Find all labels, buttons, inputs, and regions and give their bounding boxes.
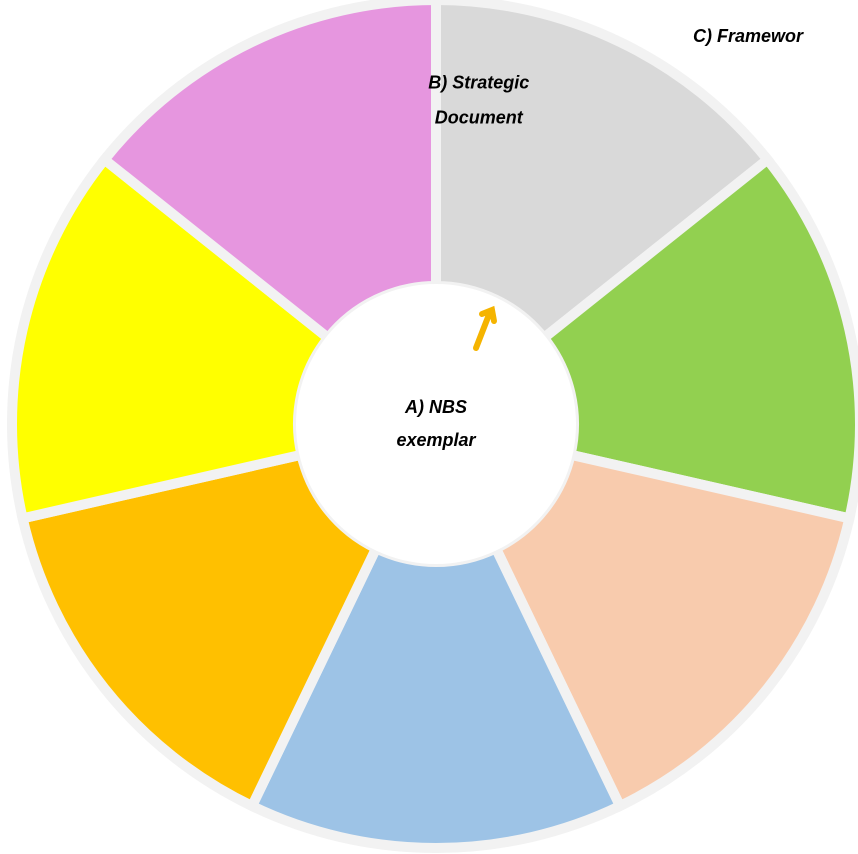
arrow — [473, 305, 497, 351]
center-circle — [296, 284, 576, 564]
wedges — [7, 0, 858, 853]
segment-label: Document — [435, 107, 524, 127]
center-label: A) NBS — [404, 397, 467, 417]
segment-label: B) Strategic — [428, 72, 529, 92]
center-label: exemplar — [396, 430, 476, 450]
outer-label: C) Framewor — [693, 26, 804, 46]
